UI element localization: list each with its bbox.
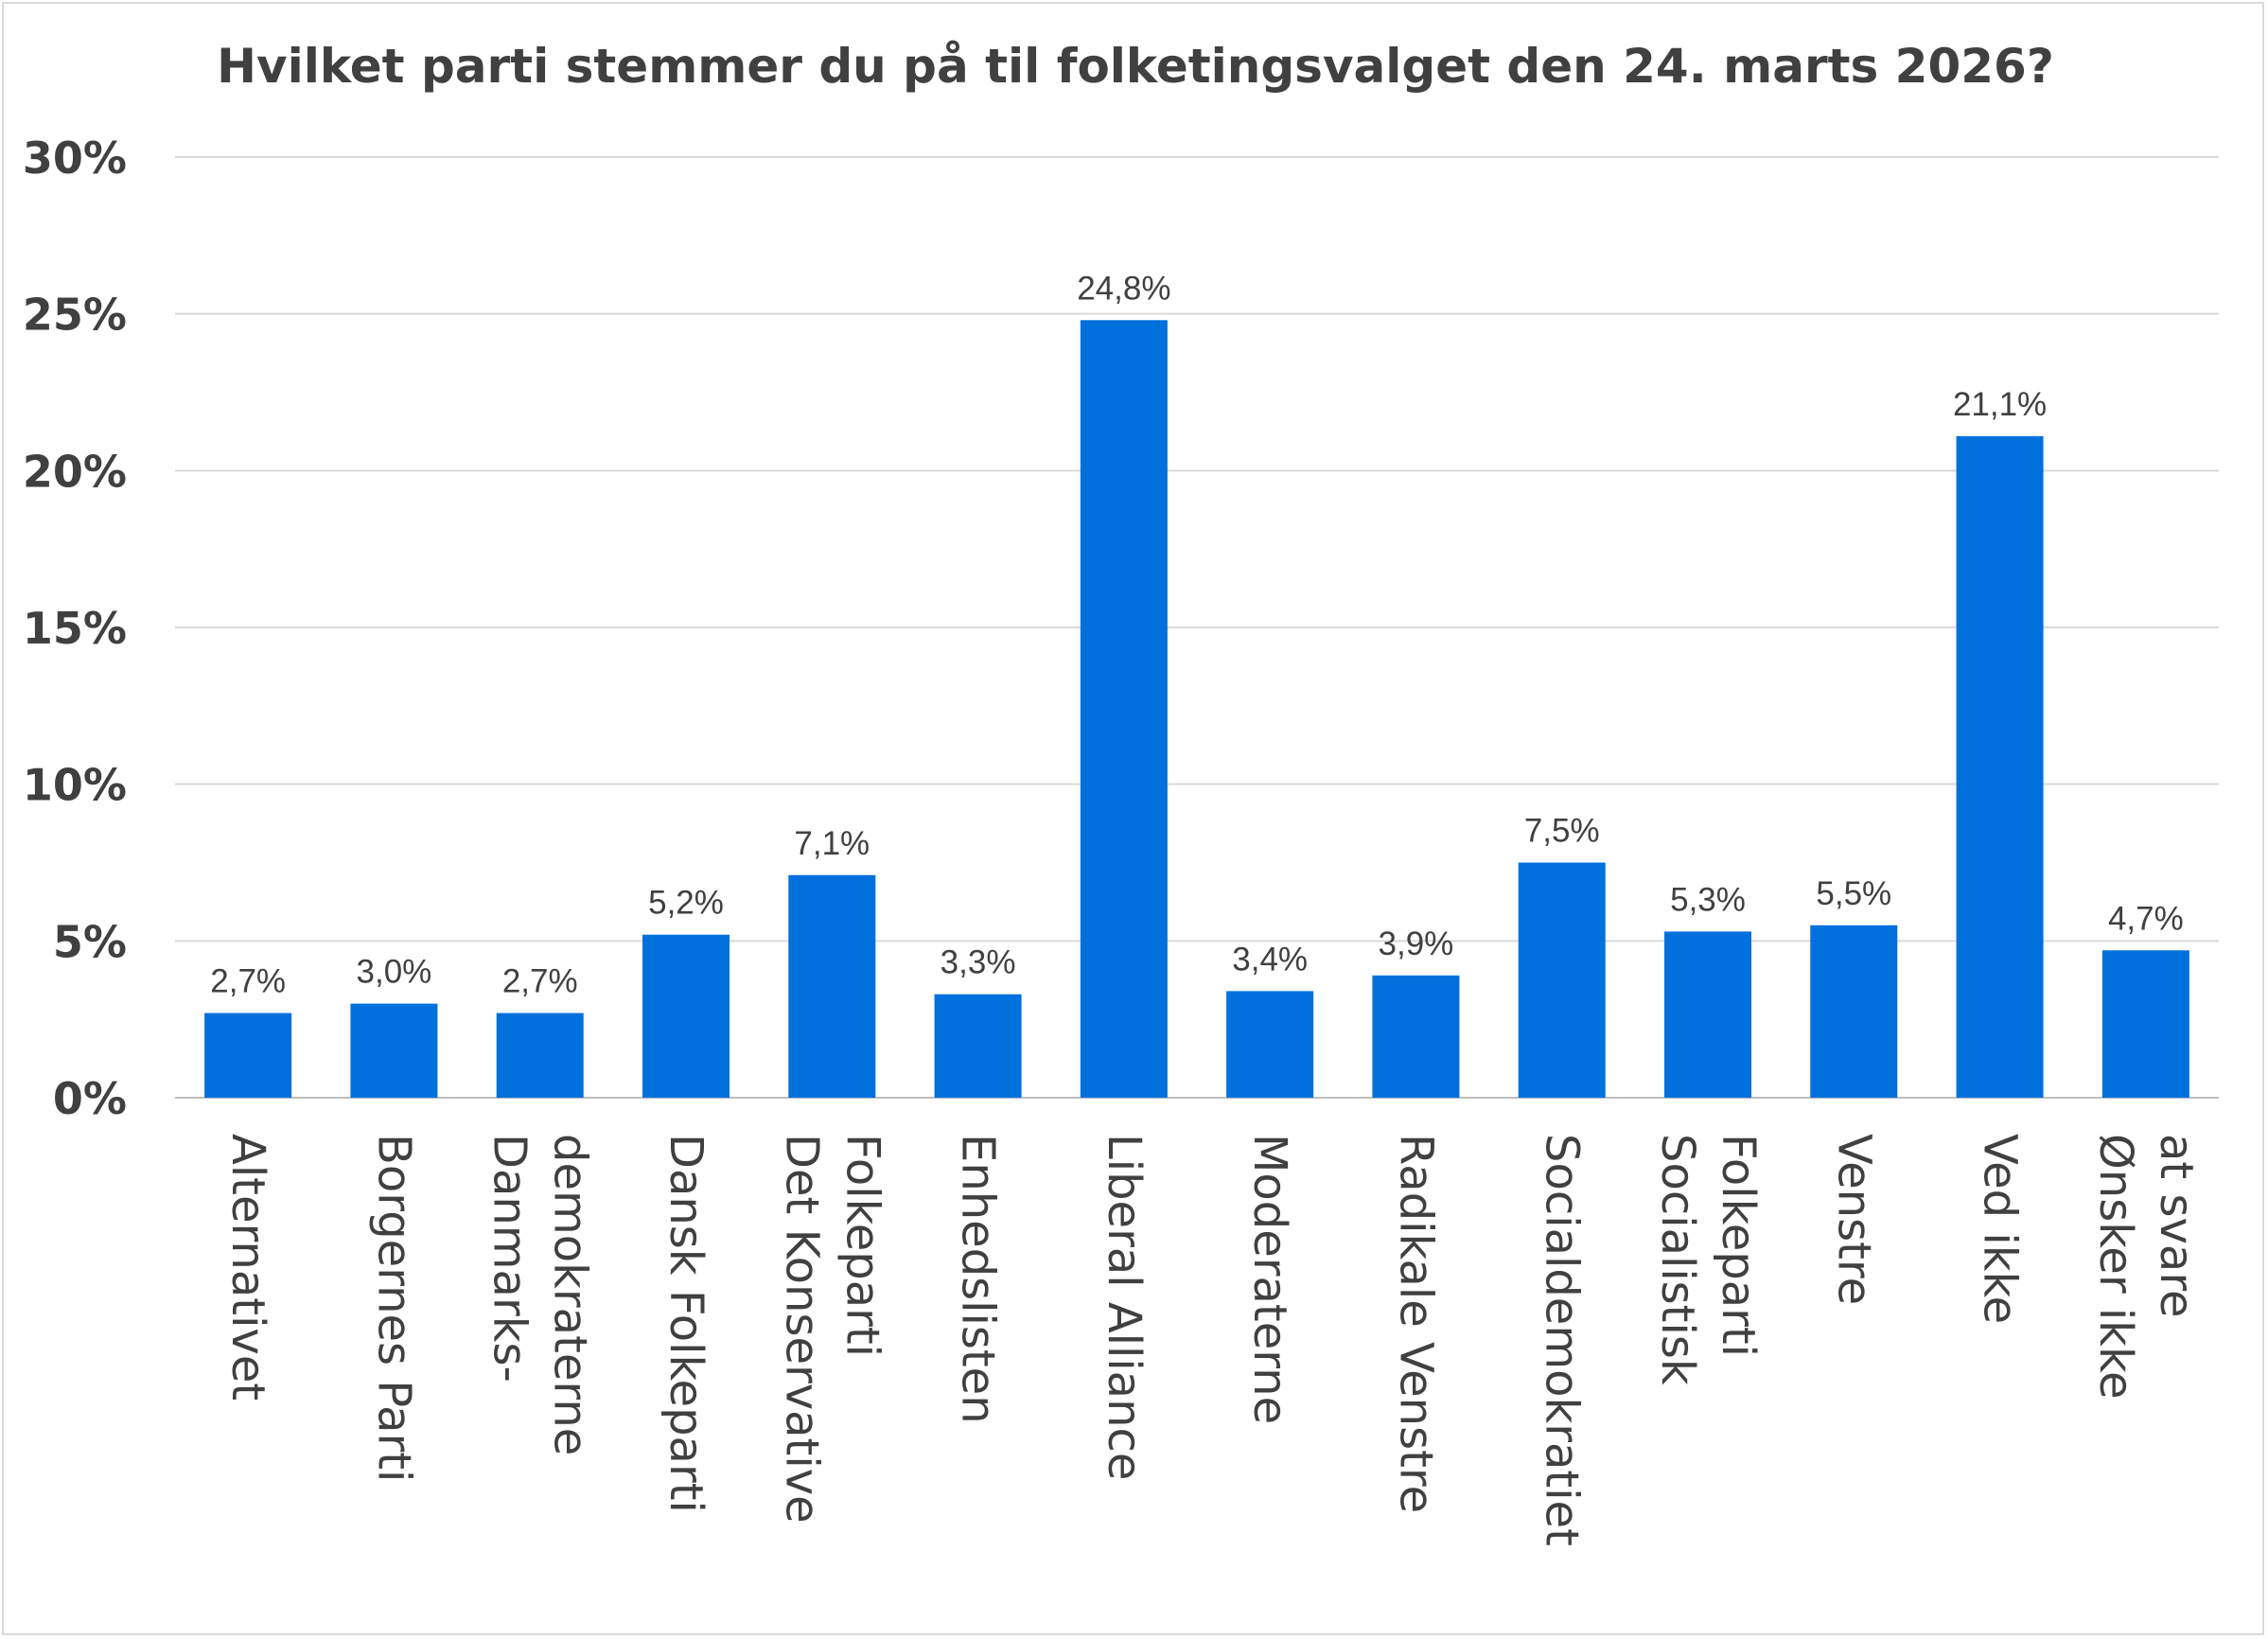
y-tick-label: 10% bbox=[23, 760, 127, 811]
data-label: 3,3% bbox=[941, 944, 1016, 981]
y-tick-label: 25% bbox=[23, 290, 127, 341]
x-tick-label-line: Liberal Alliance bbox=[1098, 1134, 1151, 1480]
data-label: 21,1% bbox=[1953, 386, 2047, 423]
x-tick-label-line: Ved ikke bbox=[1974, 1134, 2027, 1324]
x-tick-label-line: Enhedslisten bbox=[952, 1134, 1005, 1424]
x-tick-label: Danmarks-demokraterne bbox=[483, 1134, 597, 1455]
bar bbox=[204, 1013, 292, 1098]
x-tick-label: Borgernes Parti bbox=[367, 1134, 420, 1482]
bar bbox=[1956, 435, 2044, 1098]
x-tick-label-line: Moderaterne bbox=[1243, 1134, 1296, 1424]
bar bbox=[496, 1013, 584, 1098]
bars bbox=[204, 320, 2189, 1098]
data-label: 5,2% bbox=[648, 885, 724, 922]
x-tick-label: Dansk Folkeparti bbox=[659, 1134, 712, 1513]
x-axis-labels: Alternativet Borgernes Parti Danmarks-demo… bbox=[221, 1134, 2203, 1546]
x-tick-label: Moderaterne bbox=[1243, 1134, 1296, 1424]
x-tick-label-line: Dansk Folkeparti bbox=[659, 1134, 712, 1513]
x-tick-label: Venstre bbox=[1827, 1134, 1880, 1305]
data-label: 5,3% bbox=[1670, 881, 1746, 918]
data-label: 4,7% bbox=[2108, 900, 2184, 937]
data-label: 3,9% bbox=[1379, 925, 1454, 962]
y-tick-label: 0% bbox=[53, 1073, 127, 1124]
x-tick-label-line: Alternativet bbox=[221, 1134, 274, 1401]
x-tick-label: Liberal Alliance bbox=[1098, 1134, 1151, 1480]
x-tick-label-line: Socialdemokratiet bbox=[1536, 1134, 1589, 1546]
bar bbox=[2101, 950, 2189, 1098]
x-tick-label-line: Danmarks- bbox=[483, 1134, 536, 1383]
bar bbox=[1664, 931, 1751, 1098]
x-tick-label-line: at svare bbox=[2150, 1134, 2203, 1318]
bar bbox=[1080, 320, 1168, 1098]
x-tick-label: Ved ikke bbox=[1974, 1134, 2027, 1324]
y-tick-label: 20% bbox=[23, 446, 127, 497]
x-tick-label: Ønsker ikke at svare bbox=[2089, 1134, 2203, 1400]
x-tick-label-line: Radikale Venstre bbox=[1389, 1134, 1442, 1513]
bar bbox=[1226, 991, 1314, 1098]
x-tick-label-line: demokraterne bbox=[544, 1134, 597, 1455]
data-label: 7,5% bbox=[1524, 813, 1600, 850]
x-tick-label-line: Folkeparti bbox=[1712, 1134, 1765, 1357]
x-tick-label: Enhedslisten bbox=[952, 1134, 1005, 1424]
bar bbox=[1810, 925, 1898, 1098]
x-tick-label-line: Ønsker ikke bbox=[2089, 1134, 2142, 1400]
x-tick-label: Alternativet bbox=[221, 1134, 274, 1401]
data-labels: 2,7% 3,0% 2,7% 5,2% 7,1% 3,3% 24,8% 3,4% 3,9% 7,5… bbox=[210, 270, 2183, 999]
data-label: 5,5% bbox=[1816, 875, 1891, 912]
bar bbox=[350, 1003, 438, 1098]
bar bbox=[642, 934, 730, 1098]
x-tick-label-line: Borgernes Parti bbox=[367, 1134, 420, 1482]
x-tick-label: Socialdemokratiet bbox=[1536, 1134, 1589, 1546]
x-tick-label-line: Venstre bbox=[1827, 1134, 1880, 1305]
chart-title: Hvilket parti stemmer du på til folketin… bbox=[217, 39, 2054, 94]
data-label: 2,7% bbox=[210, 963, 286, 1000]
bar bbox=[1372, 975, 1460, 1098]
x-tick-label: Det Konservative Folkeparti bbox=[775, 1134, 888, 1524]
data-label: 7,1% bbox=[794, 825, 870, 862]
bar bbox=[934, 994, 1022, 1098]
x-tick-label-line: Det Konservative bbox=[775, 1134, 828, 1524]
data-label: 24,8% bbox=[1077, 270, 1170, 307]
x-tick-label-line: Folkeparti bbox=[835, 1134, 888, 1357]
x-tick-label: Socialistisk Folkeparti bbox=[1651, 1134, 1765, 1385]
data-label: 3,0% bbox=[357, 954, 432, 991]
x-tick-label: Radikale Venstre bbox=[1389, 1134, 1442, 1513]
y-tick-label: 5% bbox=[53, 916, 127, 967]
data-label: 2,7% bbox=[502, 963, 578, 1000]
gridlines bbox=[175, 156, 2219, 1099]
data-label: 3,4% bbox=[1232, 941, 1308, 978]
bar bbox=[788, 874, 876, 1098]
bar bbox=[1518, 862, 1606, 1098]
y-axis: 0% 5% 10% 15% 20% 25% 30% bbox=[23, 132, 127, 1124]
x-tick-label-line: Socialistisk bbox=[1651, 1134, 1704, 1385]
y-tick-label: 30% bbox=[23, 132, 127, 184]
y-tick-label: 15% bbox=[23, 603, 127, 654]
